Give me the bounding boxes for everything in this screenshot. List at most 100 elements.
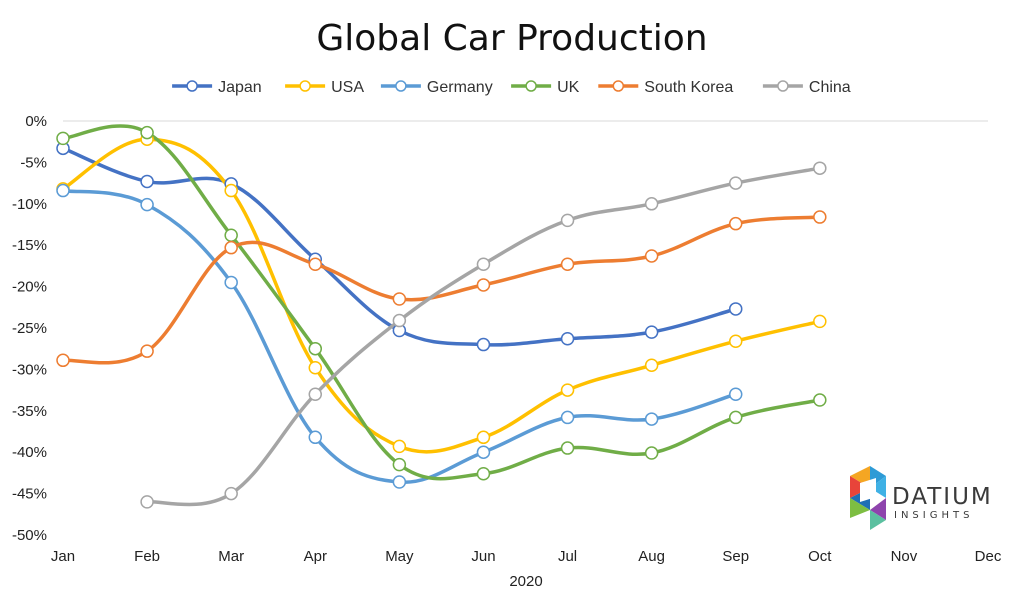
data-point-usa bbox=[560, 383, 575, 397]
data-point-china bbox=[224, 486, 238, 501]
legend-swatch-marker bbox=[777, 80, 789, 92]
data-point-south-korea bbox=[813, 210, 827, 224]
legend: Japan USA Germany UK South Korea China bbox=[172, 79, 851, 96]
legend-item-germany: Germany bbox=[380, 79, 493, 96]
y-tick-label: -35% bbox=[12, 403, 47, 420]
data-point-japan bbox=[140, 174, 154, 189]
data-point-uk bbox=[392, 457, 407, 472]
data-point-china bbox=[813, 161, 827, 175]
x-tick-label: Oct bbox=[808, 548, 832, 565]
x-tick-label: Mar bbox=[218, 548, 244, 565]
data-point-uk bbox=[224, 228, 238, 243]
data-point-germany bbox=[644, 412, 659, 426]
data-point-usa bbox=[392, 439, 407, 454]
series-points bbox=[56, 125, 827, 509]
data-point-uk bbox=[644, 446, 659, 460]
data-point-south-korea bbox=[140, 344, 154, 358]
legend-label: UK bbox=[557, 79, 580, 96]
data-point-south-korea bbox=[476, 278, 491, 292]
legend-item-japan: Japan bbox=[172, 79, 262, 96]
series-lines bbox=[61, 124, 822, 507]
data-point-germany bbox=[56, 183, 70, 198]
data-point-germany bbox=[308, 430, 323, 445]
y-tick-label: -5% bbox=[20, 154, 47, 171]
legend-item-uk: UK bbox=[511, 79, 580, 96]
data-point-uk bbox=[140, 125, 154, 140]
logo-text-main: DATIUM bbox=[892, 484, 993, 510]
data-point-japan bbox=[728, 302, 743, 316]
y-tick-label: -50% bbox=[12, 527, 47, 544]
data-point-south-korea bbox=[644, 249, 659, 263]
x-tick-label: Jan bbox=[51, 548, 75, 565]
y-tick-label: -25% bbox=[12, 320, 47, 337]
legend-label: USA bbox=[331, 79, 364, 96]
data-point-germany bbox=[560, 410, 575, 425]
x-axis-title: 2020 bbox=[509, 573, 542, 590]
x-tick-label: Jul bbox=[558, 548, 577, 565]
y-axis-tick-labels: 0% -5% -10% -15% -20% -25% -30% -35% -40% -45% -50… bbox=[12, 113, 47, 544]
x-tick-label: Jun bbox=[471, 548, 495, 565]
x-axis-tick-labels: Jan Feb Mar Apr May Jun Jul Aug Sep Oct Nov Dec bbox=[51, 548, 1002, 565]
data-point-usa bbox=[813, 314, 827, 329]
legend-swatch-marker bbox=[186, 80, 198, 92]
legend-label: Germany bbox=[427, 79, 493, 96]
data-point-usa bbox=[476, 430, 491, 445]
data-point-uk bbox=[56, 131, 70, 146]
x-tick-label: Aug bbox=[638, 548, 665, 565]
legend-label: Japan bbox=[218, 79, 262, 96]
data-point-china bbox=[140, 495, 154, 509]
x-tick-label: Dec bbox=[975, 548, 1002, 565]
data-point-japan bbox=[644, 325, 659, 339]
data-point-uk bbox=[728, 410, 743, 425]
legend-item-south-korea: South Korea bbox=[598, 79, 733, 96]
series-line-china bbox=[145, 166, 822, 507]
data-point-germany bbox=[392, 475, 407, 489]
y-tick-label: -40% bbox=[12, 444, 47, 461]
data-point-japan bbox=[476, 337, 491, 352]
legend-label: China bbox=[809, 79, 851, 96]
datium-insights-logo: DATIUM INSIGHTS bbox=[850, 466, 993, 530]
x-tick-label: Sep bbox=[722, 548, 749, 565]
data-point-china bbox=[392, 313, 407, 328]
legend-item-usa: USA bbox=[285, 79, 364, 96]
legend-swatch-marker bbox=[612, 80, 625, 92]
data-point-uk bbox=[560, 441, 575, 455]
x-tick-label: Apr bbox=[304, 548, 327, 565]
data-point-germany bbox=[728, 387, 743, 401]
data-point-south-korea bbox=[560, 257, 575, 271]
y-tick-label: -10% bbox=[12, 196, 47, 213]
y-tick-label: -20% bbox=[12, 279, 47, 296]
x-tick-label: Nov bbox=[891, 548, 918, 565]
legend-swatch-marker bbox=[525, 80, 537, 92]
data-point-china bbox=[476, 257, 491, 271]
data-point-china bbox=[644, 197, 659, 211]
data-point-china bbox=[728, 176, 743, 190]
data-point-china bbox=[308, 387, 323, 401]
data-point-south-korea bbox=[224, 240, 238, 255]
data-point-germany bbox=[224, 275, 238, 290]
series-line-usa bbox=[61, 137, 822, 454]
data-point-usa bbox=[224, 183, 238, 198]
x-tick-label: Feb bbox=[134, 548, 160, 565]
data-point-china bbox=[560, 213, 575, 228]
data-point-uk bbox=[308, 341, 323, 356]
legend-swatch-marker bbox=[299, 80, 311, 92]
series-line-uk bbox=[61, 124, 822, 481]
logo-text-sub: INSIGHTS bbox=[894, 510, 973, 521]
data-point-south-korea bbox=[728, 216, 743, 231]
x-tick-label: May bbox=[385, 548, 414, 565]
data-point-usa bbox=[728, 334, 743, 348]
data-point-germany bbox=[476, 445, 491, 459]
data-point-usa bbox=[644, 358, 659, 373]
data-point-south-korea bbox=[56, 353, 70, 368]
data-point-uk bbox=[476, 466, 491, 481]
y-tick-label: -45% bbox=[12, 486, 47, 503]
data-point-germany bbox=[140, 197, 154, 212]
data-point-japan bbox=[560, 332, 575, 346]
data-point-uk bbox=[813, 393, 827, 407]
datium-logo-icon bbox=[850, 466, 886, 530]
legend-swatch-marker bbox=[395, 80, 407, 92]
chart-title: Global Car Production bbox=[316, 18, 707, 59]
